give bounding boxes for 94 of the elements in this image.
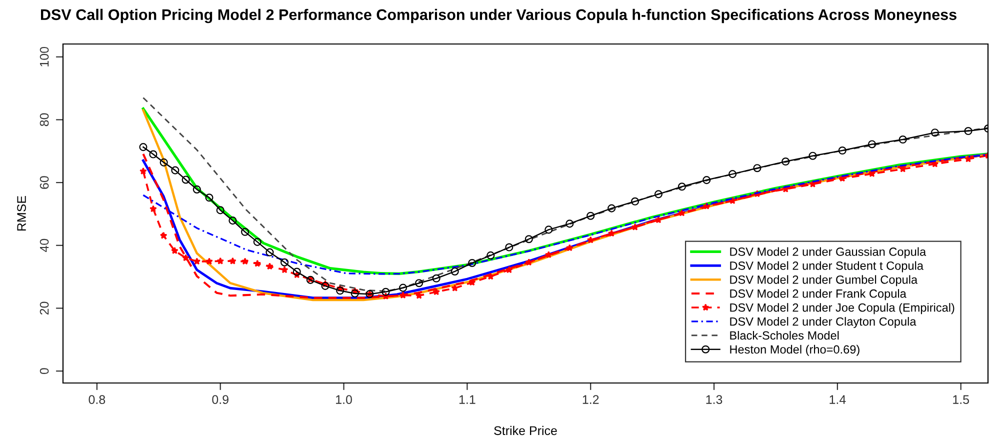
point xyxy=(171,166,180,174)
point xyxy=(266,248,274,256)
point xyxy=(241,258,249,265)
point xyxy=(898,135,907,144)
point xyxy=(468,258,476,268)
y-axis-title: RMSE xyxy=(17,196,26,231)
legend-label: DSV Model 2 under Joe Copula (Empirical) xyxy=(730,303,954,314)
point xyxy=(149,150,158,158)
chart-title: DSV Call Option Pricing Model 2 Performance Comparison under Various Copula h-function Specifications Across Moneyness xyxy=(40,8,956,24)
x-tick-label: 1.2 xyxy=(582,395,599,404)
point xyxy=(228,216,237,225)
point xyxy=(205,194,214,202)
point xyxy=(930,128,939,137)
point xyxy=(808,152,817,160)
x-tick-label: 1.5 xyxy=(953,395,970,404)
point xyxy=(216,257,224,264)
point xyxy=(586,236,594,244)
point xyxy=(782,157,790,166)
point xyxy=(868,140,876,148)
point xyxy=(292,268,301,276)
point xyxy=(544,250,552,258)
y-tick-label: 40 xyxy=(40,238,49,252)
point xyxy=(140,167,147,174)
point xyxy=(468,278,476,286)
point xyxy=(566,244,574,252)
y-tick-label: 80 xyxy=(40,113,49,126)
legend-label: Heston Model (rho=0.69) xyxy=(730,344,860,356)
point xyxy=(350,289,359,298)
x-tick-label: 1.1 xyxy=(459,395,476,404)
point xyxy=(728,170,737,178)
x-tick-label: 1.0 xyxy=(336,395,352,404)
point xyxy=(486,251,495,260)
point xyxy=(206,258,213,265)
point xyxy=(171,246,178,254)
point xyxy=(415,279,424,288)
point xyxy=(964,127,972,136)
point xyxy=(753,164,762,172)
point xyxy=(608,204,616,212)
point xyxy=(253,238,262,246)
legend-label: Black-Scholes Model xyxy=(730,330,839,340)
point xyxy=(544,226,553,234)
point xyxy=(505,243,514,252)
x-tick-label: 0.8 xyxy=(88,395,106,404)
point xyxy=(631,223,639,230)
legend-label: DSV Model 2 under Frank Copula xyxy=(730,289,906,300)
x-tick-label: 1.4 xyxy=(830,395,846,404)
point xyxy=(654,216,662,224)
legend-label: DSV Model 2 under Gaussian Copula xyxy=(730,247,926,258)
point xyxy=(266,262,274,270)
point xyxy=(432,274,440,282)
x-axis-title: Strike Price xyxy=(494,426,557,436)
y-tick-label: 20 xyxy=(40,302,49,315)
point xyxy=(631,197,640,206)
point xyxy=(182,254,190,262)
point xyxy=(229,257,236,264)
point xyxy=(254,260,262,267)
point xyxy=(336,286,344,295)
point xyxy=(139,143,148,152)
point xyxy=(241,228,250,236)
point xyxy=(678,209,686,216)
legend-label: DSV Model 2 under Student t Copula xyxy=(730,261,924,272)
point xyxy=(280,258,289,266)
legend-label: DSV Model 2 under Gumbel Copula xyxy=(730,275,918,286)
point xyxy=(182,176,190,184)
point xyxy=(216,206,224,214)
y-tick-label: 0 xyxy=(40,368,49,374)
point xyxy=(192,185,201,194)
point xyxy=(280,266,288,274)
point xyxy=(382,288,390,296)
point xyxy=(566,220,574,228)
point xyxy=(451,284,459,292)
y-tick-label: 60 xyxy=(40,176,49,189)
point xyxy=(586,212,595,220)
point xyxy=(654,190,663,198)
point xyxy=(678,182,686,191)
point xyxy=(160,158,168,166)
point xyxy=(450,267,459,276)
point xyxy=(702,176,711,184)
point xyxy=(486,272,494,280)
x-tick-label: 1.3 xyxy=(706,395,722,404)
point xyxy=(432,288,440,296)
point xyxy=(608,230,616,237)
point xyxy=(838,146,846,155)
legend-label: DSV Model 2 under Clayton Copula xyxy=(730,317,916,328)
point xyxy=(525,258,533,266)
point xyxy=(150,205,157,212)
point xyxy=(505,266,513,274)
point xyxy=(160,232,168,239)
x-tick-label: 0.9 xyxy=(212,395,228,404)
point xyxy=(193,258,201,265)
point xyxy=(321,282,330,290)
point xyxy=(524,235,533,244)
point xyxy=(398,284,408,292)
y-tick-label: 100 xyxy=(40,46,49,66)
